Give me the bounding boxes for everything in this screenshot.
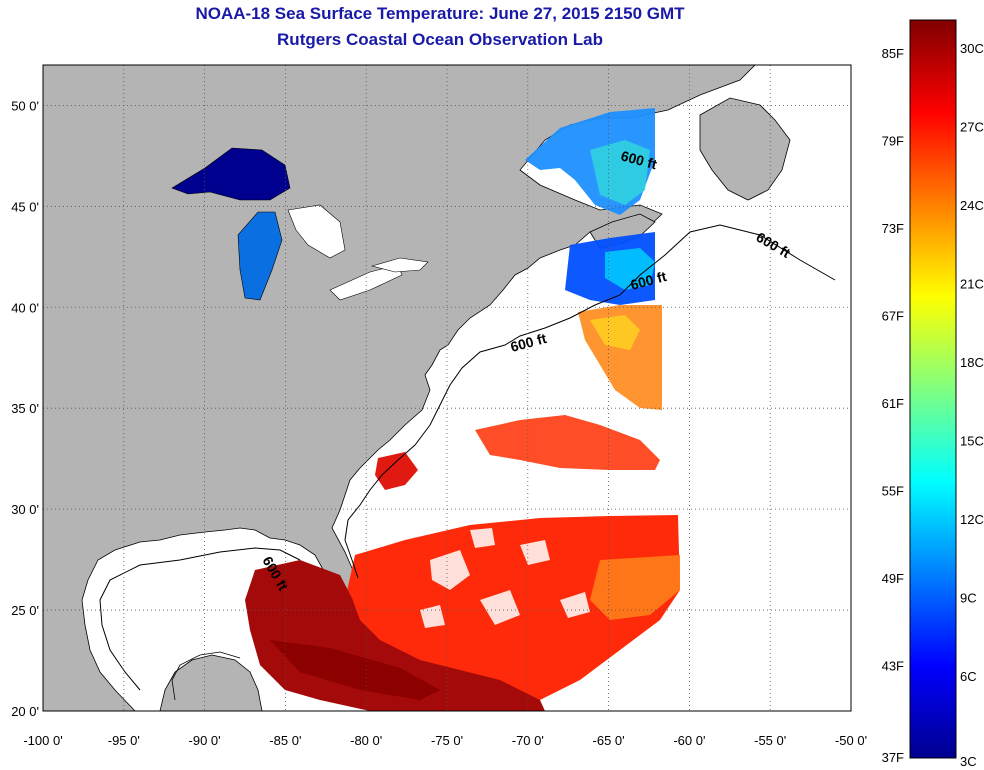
lake-superior: [171, 147, 291, 201]
lake-huron: [287, 204, 346, 259]
isobath-600ft-gulf: [99, 547, 301, 691]
lat-tick-label: 30 0': [11, 502, 39, 517]
colorbar-c-label: 6C: [960, 669, 977, 684]
colorbar-celsius-labels: 30C 27C 24C 21C 18C 15C 12C 9C 6C 3C: [960, 41, 984, 769]
sst-florida-east-patch: [375, 452, 418, 490]
lat-tick-label: 50 0': [11, 98, 39, 113]
land-north-america: [43, 65, 756, 711]
colorbar-c-label: 15C: [960, 434, 984, 449]
colorbar-c-label: 21C: [960, 277, 984, 292]
lon-tick-label: -55 0': [754, 733, 786, 748]
isobath-600ft: [344, 224, 836, 579]
colorbar-c-label: 24C: [960, 198, 984, 213]
sst-mid-atlantic-yellow: [590, 315, 640, 350]
lon-tick-label: -80 0': [350, 733, 382, 748]
lat-tick-label: 20 0': [11, 704, 39, 719]
colorbar-f-label: 61F: [882, 396, 904, 411]
lon-tick-label: -50 0': [835, 733, 867, 748]
lon-tick-label: -90 0': [189, 733, 221, 748]
colorbar-gradient: [909, 19, 957, 759]
axis-ticks: -100 0' -95 0' -90 0' -85 0' -80 0' -75 0' -70…: [11, 98, 867, 748]
map-frame: [42, 64, 852, 712]
lat-tick-label: 40 0': [11, 300, 39, 315]
sst-carolina-patches: [475, 415, 660, 470]
lon-tick-label: -65 0': [593, 733, 625, 748]
colorbar-c-label: 27C: [960, 120, 984, 135]
chart-title: NOAA-18 Sea Surface Temperature: June 27…: [195, 4, 685, 23]
colorbar-f-label: 73F: [882, 221, 904, 236]
sst-scotian-shelf: [605, 248, 655, 290]
colorbar-c-label: 18C: [960, 355, 984, 370]
colorbar-f-label: 85F: [882, 46, 904, 61]
lat-tick-label: 25 0': [11, 603, 39, 618]
lake-erie: [329, 264, 403, 301]
sst-southern-swath-orange: [590, 555, 680, 620]
colorbar-c-label: 3C: [960, 754, 977, 769]
isobath-600ft-gulf-inner: [171, 651, 241, 701]
sst-caribbean: [270, 640, 440, 700]
colorbar-f-label: 49F: [882, 571, 904, 586]
chart-subtitle: Rutgers Coastal Ocean Observation Lab: [277, 30, 603, 49]
land-newfoundland: [699, 97, 791, 201]
lake-ontario: [370, 257, 429, 273]
lake-michigan: [237, 211, 283, 301]
colorbar-f-label: 67F: [882, 309, 904, 324]
colorbar-f-label: 55F: [882, 484, 904, 499]
lon-tick-label: -70 0': [512, 733, 544, 748]
lon-tick-label: -75 0': [431, 733, 463, 748]
colorbar-fahrenheit-labels: 85F 79F 73F 67F 61F 55F 49F 43F 37F: [882, 46, 904, 765]
colorbar-c-label: 12C: [960, 512, 984, 527]
colorbar-f-label: 37F: [882, 750, 904, 765]
lon-tick-label: -100 0': [23, 733, 62, 748]
lon-tick-label: -95 0': [108, 733, 140, 748]
lon-tick-label: -60 0': [673, 733, 705, 748]
lat-tick-label: 45 0': [11, 199, 39, 214]
land-yucatan: [159, 654, 263, 711]
graticule: [43, 65, 851, 711]
colorbar-c-label: 9C: [960, 591, 977, 606]
sst-gulf-st-lawrence-warm: [590, 140, 650, 205]
colorbar-f-label: 79F: [882, 134, 904, 149]
colorbar-f-label: 43F: [882, 659, 904, 674]
colorbar-c-label: 30C: [960, 41, 984, 56]
lon-tick-label: -85 0': [269, 733, 301, 748]
cloud-gaps: [420, 528, 590, 628]
lat-tick-label: 35 0': [11, 401, 39, 416]
